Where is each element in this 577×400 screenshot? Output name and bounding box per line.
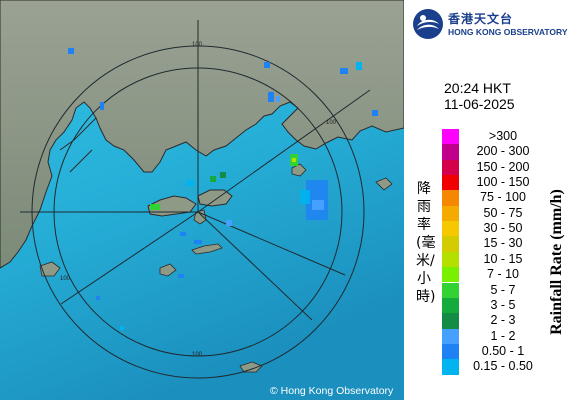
observation-time: 20:24 HKT: [444, 80, 511, 96]
rain-cell: [194, 240, 202, 244]
rain-cell: [186, 180, 194, 186]
rain-cell: [372, 110, 378, 116]
range-ring-label: 100: [192, 42, 203, 48]
legend-swatch: [442, 236, 459, 252]
legend-row: 100 - 150: [442, 175, 574, 191]
legend-swatch: [442, 267, 459, 283]
rain-cell: [180, 232, 186, 236]
legend-swatch: [442, 190, 459, 206]
legend-label: 10 - 15: [483, 251, 523, 266]
legend-row: 75 - 100: [442, 190, 574, 206]
radar-map[interactable]: 100 100 100 100 © Hong Kong Observatory: [0, 0, 404, 400]
range-ring-label: 100: [192, 352, 203, 358]
mainland: [0, 0, 404, 269]
island-east-1: [291, 163, 307, 177]
legend-title-zh: 降雨率(毫米/小時): [416, 181, 436, 305]
legend-swatch: [442, 205, 459, 222]
legend-label: 2 - 3: [490, 313, 516, 328]
rain-cell: [220, 172, 226, 178]
legend-label: 7 - 10: [487, 267, 519, 282]
legend-label: 15 - 30: [483, 236, 523, 251]
rain-cell: [100, 102, 104, 110]
island-sw-1: [39, 261, 61, 277]
legend-row: 3 - 5: [442, 297, 574, 314]
rain-cell: [264, 62, 270, 68]
rain-cell: [276, 96, 280, 102]
legend-row: 50 - 75: [442, 205, 574, 222]
legend-row: 7 - 10: [442, 267, 574, 283]
rain-cell: [210, 176, 216, 182]
estuary-channel: [59, 117, 97, 173]
lamma-island: [193, 209, 207, 225]
rain-cell: [292, 158, 296, 162]
legend-swatch: [442, 129, 459, 145]
logo-name-zh: 香港天文台: [448, 12, 514, 26]
legend-row: 0.15 - 0.50: [442, 359, 574, 375]
range-ring-label: 100: [60, 276, 71, 282]
legend-label: 1 - 2: [490, 328, 516, 343]
rain-cell: [340, 68, 348, 74]
legend-swatch: [442, 221, 459, 237]
legend-swatch: [442, 144, 459, 160]
legend-label: 150 - 200: [476, 159, 530, 174]
legend-row: >300: [442, 129, 574, 145]
rain-cell: [178, 274, 184, 278]
rain-cell: [300, 190, 310, 204]
legend-label: 50 - 75: [483, 205, 523, 220]
legend-swatch: [442, 328, 459, 344]
legend-row: 30 - 50: [442, 221, 574, 237]
info-panel: 香港天文台 HONG KONG OBSERVATORY 20:24 HKT 11…: [404, 0, 577, 400]
lantau-island: [147, 195, 197, 217]
legend-label: 0.15 - 0.50: [473, 359, 533, 374]
legend-row: 0.50 - 1: [442, 343, 574, 360]
legend-swatch: [442, 175, 459, 191]
rain-cell: [356, 62, 362, 70]
hko-logo[interactable]: 香港天文台 HONG KONG OBSERVATORY: [412, 7, 577, 41]
legend-title-en: Rainfall Rate (mm/h): [548, 189, 565, 335]
legend-swatch: [442, 313, 459, 329]
legend-swatch: [442, 359, 459, 375]
legend-label: 200 - 300: [476, 144, 530, 159]
legend-swatch: [442, 343, 459, 360]
legend-row: 5 - 7: [442, 282, 574, 298]
legend-label: 3 - 5: [490, 297, 516, 312]
legend-swatch: [442, 159, 459, 176]
legend-swatch: [442, 251, 459, 268]
lema-islands: [191, 243, 223, 255]
observation-date: 11-06-2025: [444, 96, 515, 112]
copyright-text: © Hong Kong Observatory: [270, 385, 394, 397]
rain-cell: [268, 92, 274, 102]
legend-row: 200 - 300: [442, 144, 574, 160]
rain-cell: [150, 204, 160, 210]
legend-row: 2 - 3: [442, 313, 574, 329]
rain-cell: [96, 296, 100, 300]
rain-cell: [312, 200, 324, 210]
logo-name-en: HONG KONG OBSERVATORY: [448, 27, 568, 37]
legend-swatch: [442, 297, 459, 314]
legend-row: 15 - 30: [442, 236, 574, 252]
legend-swatch: [442, 282, 459, 298]
legend-row: 10 - 15: [442, 251, 574, 268]
legend-label: 30 - 50: [483, 221, 523, 236]
range-rings: [20, 20, 371, 379]
legend-row: 1 - 2: [442, 328, 574, 344]
range-ring-label: 100: [326, 120, 337, 126]
legend-row: 150 - 200: [442, 159, 574, 176]
rain-cell: [120, 326, 124, 330]
rain-cells: [68, 48, 378, 330]
hko-logo-icon: [413, 9, 443, 39]
island-east-2: [375, 177, 393, 191]
legend-label: 75 - 100: [480, 190, 526, 205]
island-south: [239, 361, 263, 373]
island-sw-2: [159, 263, 177, 277]
legend-label: 0.50 - 1: [481, 343, 525, 358]
rain-cell: [68, 48, 74, 54]
legend-label: >300: [488, 129, 518, 143]
legend-label: 5 - 7: [490, 282, 516, 297]
legend-label: 100 - 150: [476, 175, 530, 190]
rain-cell: [226, 220, 232, 226]
